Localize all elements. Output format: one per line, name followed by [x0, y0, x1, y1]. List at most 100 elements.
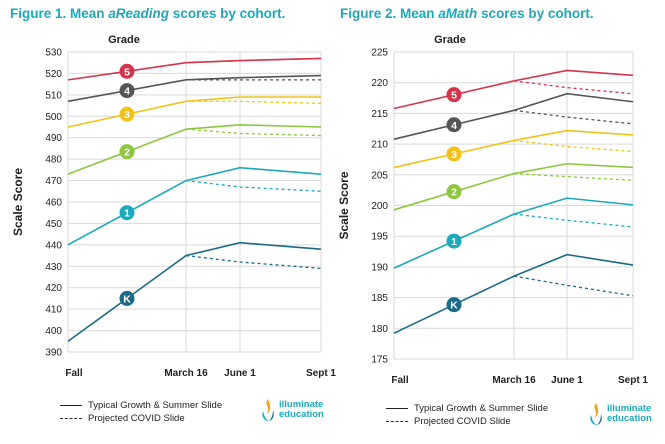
- y-tick-label: 175: [371, 355, 388, 366]
- figure-1-legend: Typical Growth & Summer Slide Projected …: [60, 399, 222, 425]
- legend-solid-swatch: [386, 408, 408, 409]
- y-tick-label: 205: [371, 170, 388, 181]
- legend-solid-label: Typical Growth & Summer Slide: [88, 400, 223, 411]
- grade-badge-5: [446, 87, 462, 103]
- y-tick-label: 215: [371, 109, 388, 120]
- flame-icon: [262, 399, 274, 421]
- covid-line-2: [513, 172, 634, 181]
- grade-badge-label: 3: [451, 149, 457, 161]
- x-tick-label: March 16: [164, 368, 208, 379]
- covid-line-5: [185, 57, 322, 64]
- y-tick-label: 470: [45, 176, 62, 187]
- grade-badge-4: [119, 83, 135, 99]
- figure-2-title-emphasis: aMath: [438, 6, 478, 21]
- x-tick-label: Fall: [391, 375, 408, 386]
- covid-line-3: [513, 139, 634, 153]
- covid-line-1: [513, 213, 634, 228]
- legend-solid-row: Typical Growth & Summer Slide: [386, 402, 548, 415]
- grade-badge-1: [119, 205, 135, 221]
- grade-header: Grade: [434, 34, 466, 46]
- y-tick-label: 490: [45, 133, 62, 144]
- grade-badge-K: [119, 290, 135, 306]
- covid-line-4: [513, 109, 634, 125]
- legend-dashed-swatch: [60, 418, 82, 419]
- y-tick-label: 530: [45, 48, 62, 59]
- y-tick-label: 400: [45, 326, 62, 337]
- grade-badge-label: 3: [124, 109, 130, 121]
- x-tick-label: June 1: [224, 368, 256, 379]
- y-tick-label: 520: [45, 69, 62, 80]
- grade-badge-label: K: [123, 293, 131, 305]
- flame-icon: [590, 403, 602, 425]
- figure-2-title: Figure 2. Mean aMath scores by cohort.: [340, 6, 594, 21]
- legend-solid-swatch: [60, 405, 82, 406]
- grade-badge-label: 2: [451, 187, 457, 199]
- figure-2-legend: Typical Growth & Summer Slide Projected …: [386, 402, 548, 428]
- y-axis-label: Scale Score: [11, 168, 25, 236]
- y-tick-label: 180: [371, 324, 388, 335]
- grade-badge-4: [446, 117, 462, 133]
- x-tick-label: June 1: [551, 375, 583, 386]
- x-tick-label: Sept 1: [306, 368, 336, 379]
- grade-badge-label: 1: [451, 236, 457, 248]
- logo-line-2: education: [279, 409, 324, 420]
- x-tick-label: Sept 1: [618, 375, 648, 386]
- figure-1-title-suffix: scores by cohort.: [169, 6, 286, 21]
- grade-badge-label: 5: [124, 66, 130, 78]
- covid-line-5: [513, 80, 634, 95]
- grade-header: Grade: [108, 34, 140, 46]
- x-tick-label: March 16: [492, 375, 536, 386]
- series-line-2: [67, 124, 322, 175]
- grade-badge-3: [446, 146, 462, 162]
- grade-badge-K: [446, 297, 462, 313]
- y-tick-label: 220: [371, 78, 388, 89]
- covid-line-1: [185, 179, 322, 192]
- x-tick-label: Fall: [65, 368, 82, 379]
- grade-badge-5: [119, 63, 135, 79]
- grade-badge-1: [446, 233, 462, 249]
- legend-solid-row: Typical Growth & Summer Slide: [60, 399, 222, 412]
- legend-dashed-swatch: [386, 421, 408, 422]
- legend-dashed-label: Projected COVID Slide: [88, 413, 185, 424]
- grade-badge-label: 1: [124, 208, 130, 220]
- figure-1-title-prefix: Figure 1. Mean: [10, 6, 109, 21]
- y-tick-label: 200: [371, 201, 388, 212]
- covid-line-3: [186, 100, 322, 105]
- legend-dashed-row: Projected COVID Slide: [386, 415, 548, 428]
- grade-badge-2: [119, 144, 135, 160]
- grade-badge-label: 2: [124, 147, 130, 159]
- grade-badge-label: 5: [451, 90, 457, 102]
- figure-1-title-emphasis: aReading: [108, 6, 170, 21]
- illuminate-education-logo: illuminate education: [260, 398, 324, 422]
- figure-2-title-suffix: scores by cohort.: [477, 6, 594, 21]
- grade-badge-label: K: [450, 300, 458, 312]
- logo-line-1: illuminate: [279, 399, 324, 410]
- covid-line-K: [513, 275, 634, 297]
- y-tick-label: 420: [45, 283, 62, 294]
- figure-2-title-prefix: Figure 2. Mean: [340, 6, 439, 21]
- legend-dashed-label: Projected COVID Slide: [414, 416, 511, 427]
- grade-badge-3: [119, 106, 135, 122]
- y-tick-label: 225: [371, 48, 388, 59]
- series-line-1: [67, 166, 322, 246]
- y-tick-label: 390: [45, 348, 62, 359]
- y-tick-label: 185: [371, 293, 388, 304]
- y-tick-label: 480: [45, 155, 62, 166]
- y-tick-label: 210: [371, 140, 388, 151]
- y-tick-label: 460: [45, 198, 62, 209]
- grade-badge-2: [446, 184, 462, 200]
- y-tick-label: 190: [371, 262, 388, 273]
- grade-badge-label: 4: [451, 120, 457, 132]
- y-tick-label: 195: [371, 232, 388, 243]
- legend-solid-label: Typical Growth & Summer Slide: [414, 403, 549, 414]
- covid-line-2: [185, 128, 322, 137]
- y-tick-label: 440: [45, 240, 62, 251]
- y-tick-label: 510: [45, 90, 62, 101]
- legend-dashed-row: Projected COVID Slide: [60, 412, 222, 425]
- series-line-K: [67, 241, 322, 342]
- y-tick-label: 430: [45, 262, 62, 273]
- covid-line-K: [185, 254, 322, 270]
- y-axis-label: Scale Score: [337, 171, 351, 239]
- y-tick-label: 450: [45, 219, 62, 230]
